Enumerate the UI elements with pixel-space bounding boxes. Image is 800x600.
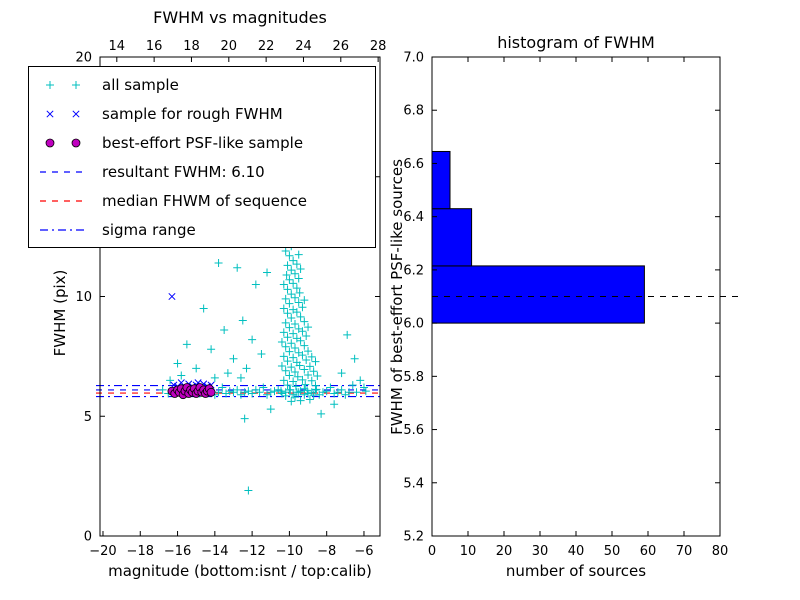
tick-label: 6.2 <box>403 263 424 278</box>
left-plot-title: FWHM vs magnitudes <box>153 8 327 27</box>
legend-item-sigma-range: sigma range <box>29 215 375 244</box>
tick-label: 14 <box>109 39 126 54</box>
legend-item-label: median FHWM of sequence <box>102 191 307 210</box>
legend-swatch-line-dashed <box>40 199 88 202</box>
tick-label: 20 <box>75 51 92 66</box>
legend-swatch-line-dashdot <box>40 228 88 231</box>
tick-label: 7.0 <box>403 51 424 66</box>
left-plot-hlines <box>96 385 380 398</box>
tick-label: 5 <box>84 410 92 425</box>
legend-item-label: all sample <box>102 75 179 94</box>
tick-label: 0 <box>428 544 436 559</box>
legend-swatch-scatter-x <box>46 109 80 118</box>
tick-label: 6.0 <box>403 317 424 332</box>
legend: all sample sample for rough FWHM best-effo… <box>28 66 376 248</box>
tick-label: −20 <box>89 544 116 559</box>
tick-label: 6.8 <box>403 104 424 119</box>
right-axes: 0 10 20 30 40 50 60 70 80 5.2 5.4 5.6 5.8 6.0 6.2 6.4 6.… <box>403 51 728 560</box>
tick-label: 18 <box>183 39 200 54</box>
tick-label: 22 <box>258 39 275 54</box>
tick-label: 5.2 <box>403 530 424 545</box>
right-plot-title: histogram of FWHM <box>497 33 655 52</box>
histogram-bar <box>431 265 645 324</box>
legend-item-label: best-effort PSF-like sample <box>102 133 304 152</box>
legend-item-label: resultant FWHM: 6.10 <box>102 162 265 181</box>
tick-label: −10 <box>276 544 303 559</box>
tick-label: −8 <box>317 544 336 559</box>
tick-label: 30 <box>532 544 549 559</box>
right-yaxis-label: FWHM of best-effort PSF-like sources <box>388 159 406 435</box>
legend-item-median-fhwm-of-sequence: median FHWM of sequence <box>29 186 375 215</box>
tick-label: −16 <box>164 544 191 559</box>
tick-label: 28 <box>370 39 387 54</box>
tick-label: 40 <box>568 544 585 559</box>
tick-label: −12 <box>238 544 265 559</box>
legend-item-resultant-fwhm-6-10: resultant FWHM: 6.10 <box>29 157 375 186</box>
left-axes: −20 −18 −16 −14 −12 −10 −8 −6 14 16 18 20 22 24 26 28 0 5… <box>75 39 386 559</box>
tick-label: 80 <box>712 544 729 559</box>
tick-label: 50 <box>604 544 621 559</box>
legend-swatch-scatter-circle <box>45 138 81 147</box>
tick-label: 60 <box>640 544 657 559</box>
legend-swatch-line-dashed <box>40 170 88 173</box>
tick-label: −6 <box>354 544 373 559</box>
all-sample-points <box>158 225 370 495</box>
tick-label: 6.6 <box>403 157 424 172</box>
legend-item-best-effort-psf-like-sample: best-effort PSF-like sample <box>29 128 375 157</box>
tick-label: −14 <box>201 544 228 559</box>
tick-label: 20 <box>496 544 513 559</box>
tick-label: 24 <box>295 39 312 54</box>
tick-label: 70 <box>676 544 693 559</box>
tick-label: 6.4 <box>403 210 424 225</box>
histogram-bars <box>431 150 645 324</box>
right-xaxis-label: number of sources <box>505 562 647 580</box>
histogram-bar <box>431 150 451 210</box>
legend-item-all-sample: all sample <box>29 70 375 99</box>
best-effort-psf-like-sample-points <box>167 383 216 400</box>
tick-label: 5.4 <box>403 476 424 491</box>
histogram-bar <box>431 208 473 267</box>
tick-label: 26 <box>333 39 350 54</box>
tick-label: 10 <box>75 290 92 305</box>
tick-label: −18 <box>127 544 154 559</box>
tick-label: 10 <box>460 544 477 559</box>
tick-label: 5.6 <box>403 423 424 438</box>
tick-label: 20 <box>221 39 238 54</box>
tick-label: 16 <box>146 39 163 54</box>
left-yaxis-label: FWHM (pix) <box>51 269 69 357</box>
left-xaxis-label: magnitude (bottom:isnt / top:calib) <box>108 562 372 580</box>
tick-label: 0 <box>84 530 92 545</box>
legend-item-label: sample for rough FWHM <box>102 104 283 123</box>
tick-label: 5.8 <box>403 370 424 385</box>
legend-item-label: sigma range <box>102 220 196 239</box>
legend-item-sample-for-rough-fwhm: sample for rough FWHM <box>29 99 375 128</box>
legend-swatch-scatter-plus <box>46 80 80 89</box>
